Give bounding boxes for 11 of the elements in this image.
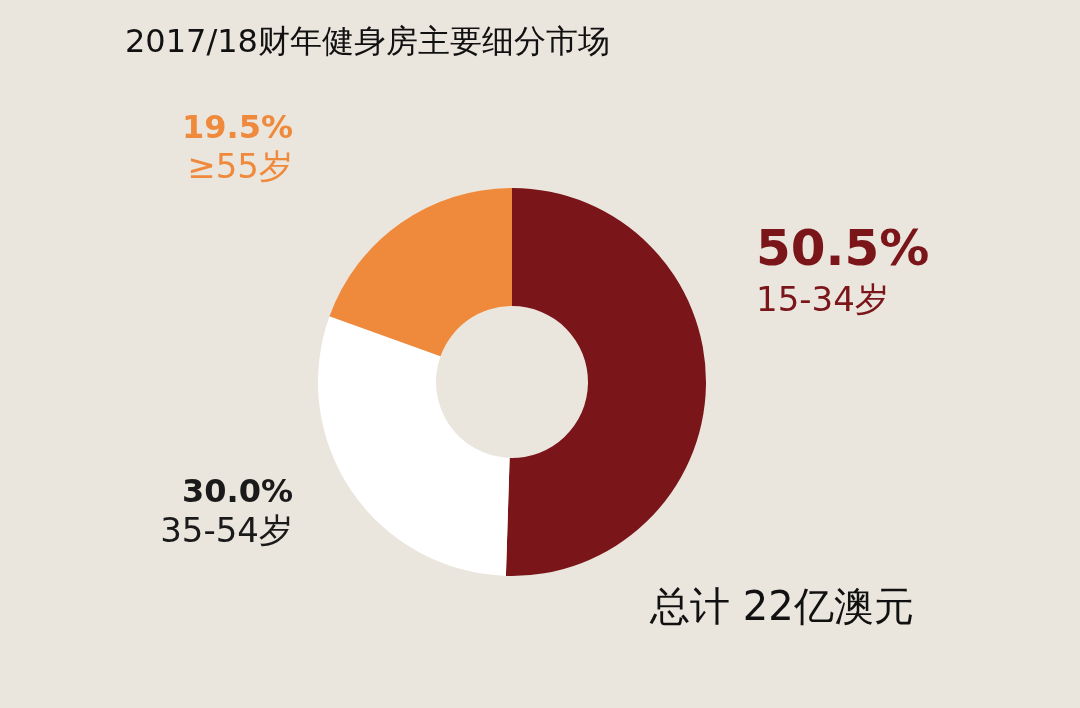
- slice-label: ≥55岁: [187, 145, 293, 186]
- donut-slice: [318, 316, 510, 576]
- text: 总计 22亿澳元: [649, 583, 914, 629]
- donut-slice: [329, 188, 512, 357]
- data-label: 19.5%: [181, 107, 293, 146]
- slice-label: 35-54岁: [160, 510, 293, 551]
- data-label: 30.0%: [181, 472, 293, 511]
- slice-label: 15-34岁: [756, 279, 889, 320]
- chart-title: 2017/18财年健身房主要细分市场: [125, 22, 610, 60]
- donut-slice: [505, 188, 706, 576]
- data-label: 50.5%: [756, 219, 930, 278]
